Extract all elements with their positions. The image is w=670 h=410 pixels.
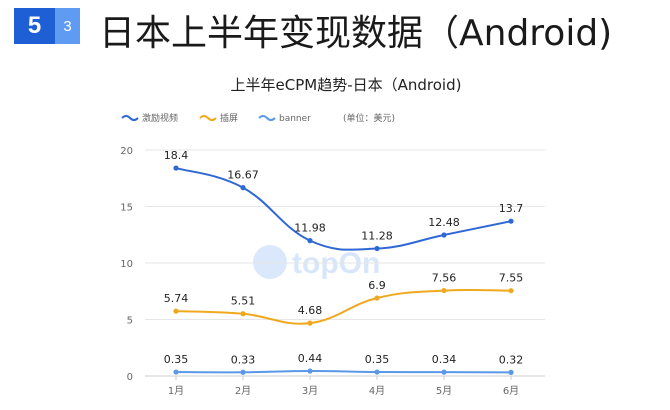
data-label: 0.35 bbox=[164, 353, 189, 366]
data-label: 0.35 bbox=[365, 353, 390, 366]
data-label: 5.51 bbox=[231, 295, 256, 308]
x-tick-label: 3月 bbox=[302, 385, 318, 397]
series-line-2 bbox=[175, 288, 512, 325]
data-point bbox=[374, 295, 380, 301]
data-point bbox=[374, 245, 380, 252]
unit-note: (单位：美元) bbox=[343, 112, 395, 124]
data-label: 6.9 bbox=[368, 279, 386, 292]
data-label: 18.4 bbox=[164, 149, 189, 162]
legend-swatch-2 bbox=[199, 115, 217, 121]
chart-title: 上半年eCPM趋势-日本（Android) bbox=[231, 76, 462, 94]
data-point bbox=[240, 311, 246, 317]
data-point bbox=[441, 287, 447, 294]
x-tick-label: 4月 bbox=[369, 385, 385, 397]
data-point bbox=[441, 369, 447, 375]
data-label: 0.32 bbox=[499, 353, 524, 366]
data-point bbox=[173, 369, 179, 375]
legend-swatch-3 bbox=[258, 115, 276, 121]
data-point bbox=[508, 218, 514, 224]
axis-ticks: 0 5 10 15 20 1月 2月 3月 4月 5月 6月 bbox=[120, 146, 519, 397]
data-point bbox=[240, 369, 246, 375]
data-label: 4.68 bbox=[298, 304, 323, 317]
data-label: 0.44 bbox=[298, 352, 323, 365]
data-label: 7.56 bbox=[432, 272, 457, 285]
data-point bbox=[240, 185, 246, 191]
data-label: 11.28 bbox=[361, 230, 393, 243]
data-label: 13.7 bbox=[499, 202, 524, 215]
section-number-badge: 5 bbox=[14, 8, 55, 44]
grid-lines bbox=[145, 149, 545, 377]
data-label: 5.74 bbox=[164, 292, 189, 305]
series-lines bbox=[173, 165, 514, 375]
topon-logo-icon bbox=[253, 245, 287, 279]
legend-label: banner bbox=[279, 114, 311, 124]
data-point bbox=[441, 232, 447, 238]
data-label: 0.34 bbox=[432, 353, 457, 366]
data-point bbox=[173, 165, 179, 171]
data-label: 7.55 bbox=[499, 272, 524, 285]
slide-title: 日本上半年变现数据（Android) bbox=[99, 13, 613, 54]
legend-label: 激励视频 bbox=[142, 112, 178, 124]
data-labels: 18.4 16.67 11.98 11.28 12.48 13.7 5.74 5.51 4.68… bbox=[164, 149, 524, 366]
data-label: 12.48 bbox=[428, 216, 460, 229]
x-tick-label: 1月 bbox=[168, 385, 184, 397]
legend-label: 插屏 bbox=[220, 112, 238, 124]
legend: 激励视频 插屏 banner (单位：美元) bbox=[121, 112, 395, 124]
data-point bbox=[307, 320, 313, 326]
series-line-3 bbox=[175, 370, 512, 374]
slide-header: 5 3 日本上半年变现数据（Android) bbox=[0, 0, 670, 66]
data-label: 11.98 bbox=[294, 222, 326, 235]
y-tick-label: 0 bbox=[127, 372, 133, 383]
legend-swatch-1 bbox=[121, 115, 139, 121]
x-tick-label: 5月 bbox=[436, 385, 452, 397]
data-point bbox=[307, 368, 313, 374]
subsection-number-badge: 3 bbox=[55, 8, 80, 44]
data-point bbox=[374, 369, 380, 375]
chart-container: topOn 0 5 10 15 20 1月 2月 3月 4月 5月 6月 18.4 16.67 11.9… bbox=[0, 66, 670, 410]
x-tick-label: 2月 bbox=[235, 385, 251, 397]
y-tick-label: 5 bbox=[127, 316, 133, 327]
data-label: 0.33 bbox=[231, 353, 256, 366]
x-tick-label: 6月 bbox=[503, 385, 519, 397]
data-point bbox=[508, 369, 514, 375]
data-point bbox=[173, 308, 179, 314]
y-tick-label: 20 bbox=[120, 146, 133, 157]
y-tick-label: 10 bbox=[120, 259, 133, 270]
data-label: 16.67 bbox=[227, 169, 259, 182]
series-line-1 bbox=[175, 167, 512, 251]
y-tick-label: 15 bbox=[120, 203, 133, 214]
data-point bbox=[307, 238, 313, 244]
data-point bbox=[508, 288, 514, 294]
